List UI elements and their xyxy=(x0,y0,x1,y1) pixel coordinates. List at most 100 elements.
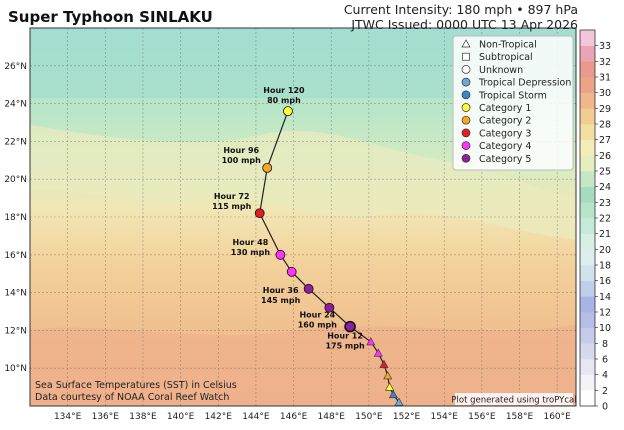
colorbar-segment xyxy=(580,61,595,78)
legend-circle-icon xyxy=(461,103,471,112)
lon-tick-label: 156°E xyxy=(468,412,496,422)
colorbar-tick-label: 30 xyxy=(599,88,611,99)
legend-item: Unknown xyxy=(461,65,523,76)
colorbar-segment xyxy=(580,45,595,62)
legend-item: Tropical Storm xyxy=(461,90,547,101)
colorbar-tick-label: 20 xyxy=(599,245,611,256)
legend-label: Non-Tropical xyxy=(479,40,537,51)
current-intensity: Current Intensity: 180 mph • 897 hPa xyxy=(343,2,578,17)
colorbar-segment xyxy=(580,30,595,46)
colorbar-tick-label: 22 xyxy=(599,214,611,225)
jtwc-issued: JTWC Issued: 0000 UTC 13 Apr 2026 xyxy=(351,17,578,32)
legend-item: Category 1 xyxy=(461,103,531,114)
lon-tick-label: 160°E xyxy=(543,412,571,422)
forecast-point xyxy=(344,320,356,333)
colorbar-segment xyxy=(580,296,595,313)
legend-item: Category 2 xyxy=(461,116,531,127)
lon-tick-label: 140°E xyxy=(167,412,195,422)
legend-circle-icon xyxy=(461,77,471,87)
track-label-wind: 130 mph xyxy=(231,248,271,257)
lat-tick-label: 26°N xyxy=(4,62,27,72)
track-label-hour: Hour 36 xyxy=(263,286,299,295)
legend-label: Category 5 xyxy=(479,154,531,165)
colorbar-tick-label: 31 xyxy=(599,73,611,84)
legend-triangle-icon xyxy=(461,39,471,48)
colorbar-tick-label: 29 xyxy=(599,104,611,115)
track-label-wind: 100 mph xyxy=(222,156,262,165)
lon-tick-label: 144°E xyxy=(242,412,270,422)
colorbar-segment xyxy=(580,155,595,172)
colorbar-segment xyxy=(580,202,595,219)
past-point xyxy=(388,390,398,399)
colorbar-segment xyxy=(580,139,595,156)
legend-label: Subtropical xyxy=(479,52,533,63)
legend-box xyxy=(452,35,574,171)
colorbar-segment xyxy=(580,77,595,93)
colorbar-tick-label: 2 xyxy=(602,386,608,397)
colorbar-tick-label: 27 xyxy=(599,135,611,146)
legend-circle-icon xyxy=(461,90,471,100)
colorbar-segment xyxy=(580,171,595,187)
sst-credit: Data courtesy of NOAA Coral Reef Watch xyxy=(35,392,229,403)
past-point xyxy=(383,371,393,380)
sst-warm-band xyxy=(30,325,576,406)
forecast-point xyxy=(324,302,335,313)
colorbar-segment xyxy=(580,92,595,109)
track-label-wind: 115 mph xyxy=(212,202,252,211)
track-label-hour: Hour 96 xyxy=(223,146,259,155)
lon-tick-label: 158°E xyxy=(506,412,534,422)
legend-item: Category 5 xyxy=(461,153,531,165)
colorbar-tick-label: 12 xyxy=(599,308,611,319)
forecast-point xyxy=(275,249,286,260)
past-point xyxy=(379,359,389,368)
colorbar-tick-label: 10 xyxy=(599,323,611,334)
legend-item: Tropical Depression xyxy=(461,77,571,89)
plot-credit-box xyxy=(455,393,573,405)
track-label-wind: 80 mph xyxy=(267,96,301,105)
forecast-point xyxy=(286,266,297,277)
legend-label: Category 2 xyxy=(479,116,531,127)
colorbar-segment xyxy=(580,280,595,297)
colorbar-tick-label: 0 xyxy=(602,402,608,413)
map-gridlines xyxy=(30,28,576,406)
legend-label: Tropical Storm xyxy=(478,90,547,101)
lon-tick-label: 152°E xyxy=(393,412,421,422)
lon-tick-label: 134°E xyxy=(54,412,82,422)
colorbar-tick-label: 23 xyxy=(599,198,611,209)
track-label-hour: Hour 12 xyxy=(327,332,363,341)
legend-circle-icon xyxy=(461,141,471,150)
track-label-wind: 145 mph xyxy=(261,296,301,305)
forecast-point xyxy=(254,208,265,219)
colorbar-tick-label: 32 xyxy=(599,57,611,68)
legend-item: Category 3 xyxy=(461,128,531,139)
legend-label: Tropical Depression xyxy=(478,78,571,89)
colorbar-segment xyxy=(580,390,595,407)
legend-item: Category 4 xyxy=(461,141,531,152)
legend-label: Category 4 xyxy=(479,141,531,152)
legend-label: Category 1 xyxy=(479,103,531,114)
colorbar-tick-label: 21 xyxy=(599,229,611,240)
track-label-hour: Hour 48 xyxy=(233,238,269,247)
lat-tick-label: 18°N xyxy=(4,213,27,223)
sst-colorbar: 0246810121416182021222324252627282930313… xyxy=(579,29,611,413)
colorbar-tick-label: 6 xyxy=(602,355,608,366)
legend-item: Subtropical xyxy=(462,52,533,63)
colorbar-segment xyxy=(580,186,595,203)
lon-tick-label: 142°E xyxy=(205,412,233,422)
colorbar-tick-label: 18 xyxy=(599,261,611,272)
track-label-hour: Hour 120 xyxy=(263,86,305,95)
plot-credit: Plot generated using troPYcal xyxy=(451,396,576,406)
lat-tick-label: 22°N xyxy=(4,137,27,147)
legend-circle-icon xyxy=(461,153,471,163)
legend-circle-icon xyxy=(461,65,471,74)
colorbar-segment xyxy=(580,124,595,140)
axis-labels: 134°E 136°E 138°E 140°E 142°E 144°E 146°E 148°E… xyxy=(4,62,571,422)
lat-tick-label: 14°N xyxy=(4,289,27,299)
past-point xyxy=(373,348,383,357)
track-label-wind: 160 mph xyxy=(298,321,338,330)
colorbar-segment xyxy=(580,249,595,266)
colorbar-segment xyxy=(580,108,595,125)
past-point xyxy=(394,397,404,406)
legend-square-icon xyxy=(462,52,470,61)
colorbar-tick-label: 16 xyxy=(599,276,611,287)
